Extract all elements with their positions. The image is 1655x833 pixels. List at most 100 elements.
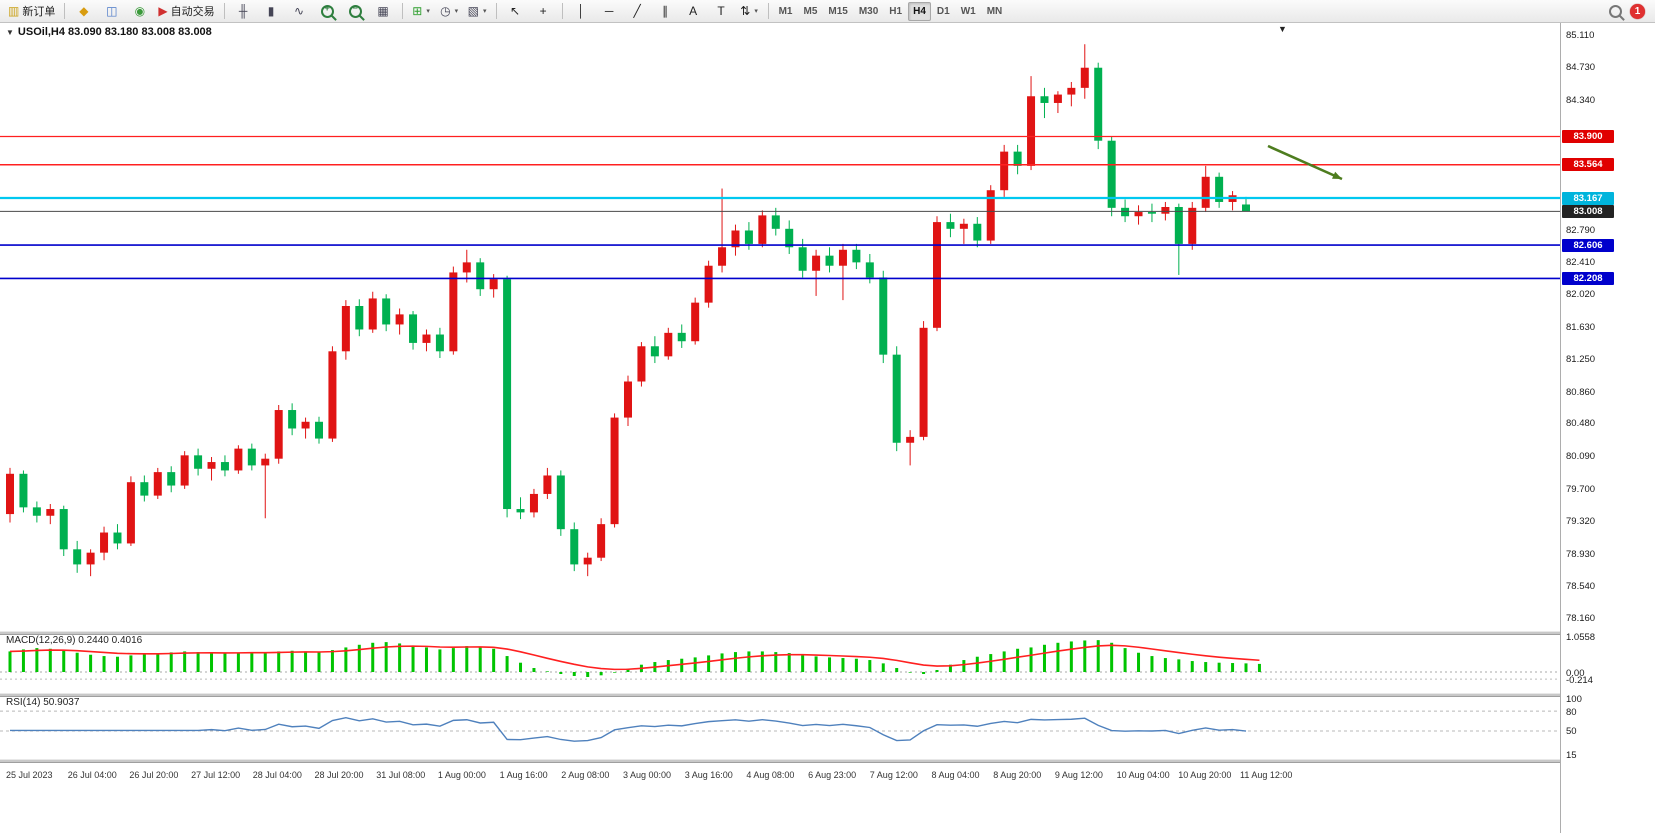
timeframe-m30[interactable]: M30 — [858, 5, 879, 17]
candle — [409, 314, 418, 343]
macd-bar — [505, 656, 509, 672]
macd-bar — [1029, 647, 1033, 672]
search-icon[interactable] — [1609, 4, 1622, 18]
cursor-icon[interactable]: ↖ — [502, 1, 529, 22]
candle — [1000, 151, 1009, 191]
price-axis[interactable]: 85.110 84.730 84.340 82.790 82.410 82.020 81.6… — [1560, 23, 1655, 833]
macd-bar — [828, 657, 832, 672]
zoom-out-button[interactable]: − — [342, 1, 369, 22]
equidistant-channel-icon[interactable]: ∥ — [652, 1, 679, 22]
candle — [449, 272, 458, 352]
market-watch-icon[interactable]: ◆ — [70, 1, 97, 22]
auto-trading-button[interactable]: ▶ 自动交易 — [158, 4, 215, 18]
macd-bar — [720, 653, 724, 672]
timeframe-m5[interactable]: M5 — [803, 5, 818, 17]
price-tick: 80.480 — [1566, 418, 1596, 430]
panel-splitter[interactable] — [0, 759, 1655, 763]
price-tick: 80.090 — [1566, 451, 1596, 463]
zoom-in-button[interactable]: + — [314, 1, 341, 22]
rsi-axis-label: 50 — [1566, 726, 1577, 738]
candle — [771, 215, 780, 229]
add-indicator-icon[interactable]: ⊞ ▾ — [412, 4, 430, 18]
cursor-icon: ↖ — [510, 4, 521, 18]
rsi-axis-label: 100 — [1566, 693, 1582, 705]
macd-bar — [747, 651, 751, 672]
crosshair-icon[interactable]: + — [530, 1, 557, 22]
timeframe-d1[interactable]: D1 — [936, 5, 950, 17]
macd-bar — [908, 672, 912, 673]
main-chart-canvas[interactable] — [0, 26, 1560, 630]
price-tick: 78.930 — [1566, 548, 1596, 560]
rsi-panel-canvas[interactable] — [0, 696, 1560, 757]
macd-bar — [854, 658, 858, 672]
macd-bar — [344, 647, 348, 672]
macd-panel-canvas[interactable] — [0, 634, 1560, 692]
arrows-icon[interactable]: ⇅ ▾ — [740, 4, 758, 18]
macd-bar — [1096, 640, 1100, 672]
candlestick-chart-icon[interactable]: ▮ — [258, 1, 285, 22]
timeframe-h1[interactable]: H1 — [889, 5, 903, 17]
candle — [167, 472, 176, 486]
timeframe-m1[interactable]: M1 — [778, 5, 793, 17]
template-icon[interactable]: ▧ ▾ — [467, 4, 487, 18]
grid-icon[interactable]: ▦ — [370, 1, 397, 22]
price-tick: 84.730 — [1566, 61, 1596, 73]
trend-arrow-annotation[interactable] — [1267, 144, 1343, 181]
macd-bar — [438, 649, 442, 672]
line-chart-icon[interactable]: ∿ — [286, 1, 313, 22]
candle — [32, 507, 41, 516]
candle — [435, 334, 444, 352]
horizontal-line-icon[interactable]: ─ — [596, 1, 623, 22]
price-tick: 82.790 — [1566, 224, 1596, 236]
candle — [704, 265, 713, 303]
resistance-line-83900-badge: 83.900 — [1562, 130, 1614, 144]
trendline-icon[interactable]: ╱ — [624, 1, 651, 22]
macd-bar — [8, 651, 12, 672]
macd-bar — [599, 672, 603, 676]
macd-bar — [1016, 648, 1020, 672]
candle — [852, 249, 861, 263]
equidistant-channel-icon: ∥ — [662, 4, 669, 18]
data-window-icon: ◉ — [134, 4, 146, 18]
time-label: 8 Aug 20:00 — [993, 770, 1042, 780]
macd-bar — [115, 656, 119, 672]
text-icon[interactable]: A — [680, 1, 707, 22]
macd-bar — [1244, 663, 1248, 672]
candle — [879, 277, 888, 355]
macd-bar — [1056, 642, 1060, 672]
macd-title: MACD(12,26,9) 0.2440 0.4016 — [6, 635, 143, 646]
timeframe-mn[interactable]: MN — [986, 5, 1003, 17]
timeframe-h4[interactable]: H4 — [908, 1, 931, 21]
price-tick: 79.700 — [1566, 483, 1596, 495]
notification-badge[interactable]: 1 — [1630, 3, 1645, 19]
period-icon[interactable]: ◷ ▾ — [440, 4, 459, 18]
new-order-button[interactable]: ▥ 新订单 — [8, 4, 56, 18]
timeframe-w1[interactable]: W1 — [960, 5, 976, 17]
time-axis[interactable]: 25 Jul 2023 26 Jul 04:00 26 Jul 20:00 27 Ju… — [0, 770, 1560, 786]
data-window-icon[interactable]: ◉ — [126, 1, 153, 22]
candle — [476, 262, 485, 290]
price-tick: 81.630 — [1566, 321, 1596, 333]
profiles-icon[interactable]: ◫ — [98, 1, 125, 22]
candlestick-chart-icon: ▮ — [267, 4, 275, 18]
bars-chart-icon[interactable]: ╫ — [230, 1, 257, 22]
level-line-83167-badge: 83.167 — [1562, 191, 1614, 205]
panel-splitter[interactable] — [0, 693, 1655, 697]
macd-bar — [841, 658, 845, 672]
macd-bar — [183, 651, 187, 672]
time-label: 10 Aug 20:00 — [1178, 770, 1232, 780]
candle — [247, 448, 256, 466]
chart-shift-marker[interactable]: ▼ — [1278, 24, 1287, 34]
macd-bar — [411, 645, 415, 672]
timeframe-m15[interactable]: M15 — [828, 5, 848, 17]
toolbar-separator — [64, 3, 66, 19]
macd-bar — [451, 648, 455, 672]
chart-area[interactable]: ▼ USOil,H4 83.090 83.180 83.008 83.008 ▼… — [0, 23, 1655, 833]
macd-bar — [75, 652, 79, 672]
candle — [516, 509, 525, 513]
panel-splitter[interactable] — [0, 631, 1655, 635]
candle — [919, 327, 928, 437]
vertical-line-icon[interactable]: │ — [568, 1, 595, 22]
text-label-icon[interactable]: T — [708, 1, 735, 22]
collapse-triangle-icon[interactable]: ▼ — [6, 27, 14, 37]
